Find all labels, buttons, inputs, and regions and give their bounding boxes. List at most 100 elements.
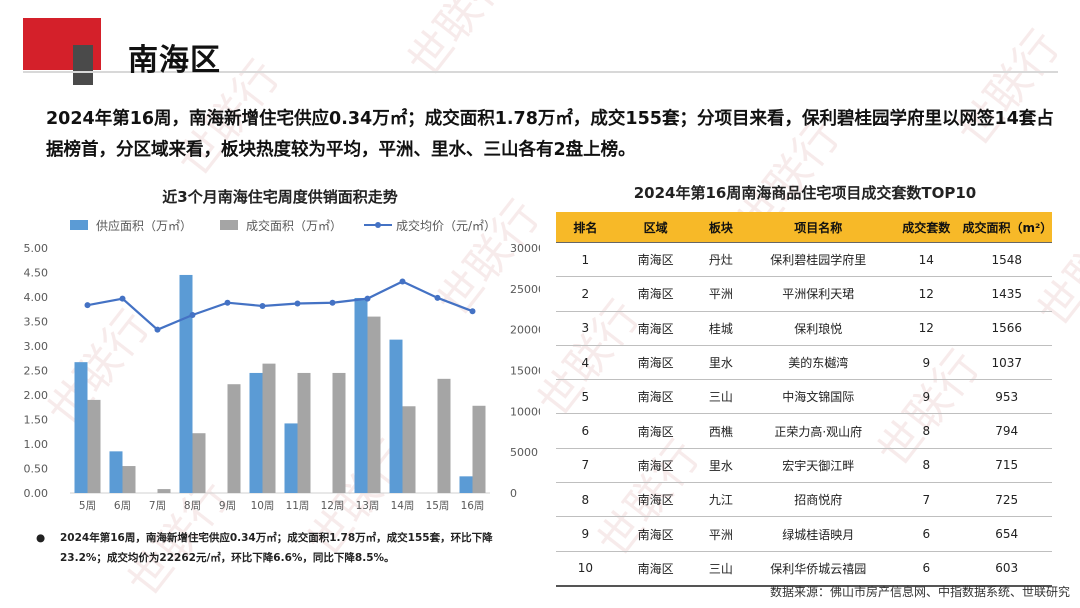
area-cell: 603: [961, 551, 1052, 587]
x-tick-label: 15周: [426, 500, 450, 512]
th-district: 区域: [614, 212, 697, 243]
y2-tick-label: 10000: [510, 405, 540, 418]
x-tick-label: 8周: [184, 500, 201, 512]
price-point: [224, 299, 231, 306]
project-cell: 保利华侨城云禧园: [745, 551, 892, 587]
area-cell: 1566: [961, 311, 1052, 346]
price-point: [364, 295, 371, 302]
area-cell: 654: [961, 516, 1052, 552]
sector-cell: 里水: [696, 448, 746, 484]
sales-bar: [297, 372, 311, 493]
price-point: [329, 299, 336, 306]
sales-bar: [262, 363, 276, 493]
table-row: 4 南海区 里水 美的东樾湾 9 1037: [556, 345, 1052, 381]
price-point: [259, 302, 266, 309]
th-rank: 排名: [556, 212, 615, 243]
header-rule: [23, 71, 1058, 73]
supply-bar: [109, 451, 123, 493]
table-row: 7 南海区 里水 宏宇天御江畔 8 715: [556, 448, 1052, 484]
area-cell: 1435: [961, 276, 1052, 312]
x-tick-label: 11周: [286, 500, 310, 512]
sector-cell: 里水: [696, 345, 746, 381]
district-cell: 南海区: [614, 413, 697, 449]
table-row: 2 南海区 平洲 平洲保利天珺 12 1435: [556, 276, 1052, 312]
sales-bar: [367, 316, 381, 493]
units-cell: 12: [891, 311, 962, 346]
units-cell: 7: [891, 482, 962, 518]
rank-cell: 8: [556, 482, 615, 518]
district-cell: 南海区: [614, 345, 697, 381]
district-cell: 南海区: [614, 276, 697, 312]
project-cell: 保利碧桂园学府里: [745, 242, 892, 278]
x-tick-label: 6周: [114, 500, 131, 512]
x-tick-label: 12周: [321, 500, 345, 512]
rank-cell: 10: [556, 551, 615, 587]
district-cell: 南海区: [614, 482, 697, 518]
units-cell: 9: [891, 379, 962, 415]
price-point: [294, 300, 301, 307]
units-cell: 8: [891, 448, 962, 484]
x-tick-label: 14周: [391, 500, 415, 512]
th-project: 项目名称: [745, 212, 892, 243]
y-tick-label: 3.00: [24, 340, 49, 353]
area-cell: 715: [961, 448, 1052, 484]
chart-note-text: 2024年第16周，南海新增住宅供应0.34万㎡；成交面积1.78万㎡，成交15…: [60, 532, 493, 564]
sector-cell: 桂城: [696, 311, 746, 346]
rank-cell: 3: [556, 311, 615, 346]
table-row: 3 南海区 桂城 保利琅悦 12 1566: [556, 311, 1052, 346]
sector-cell: 九江: [696, 482, 746, 518]
supply-bar: [354, 297, 368, 493]
units-cell: 14: [891, 242, 962, 278]
district-cell: 南海区: [614, 448, 697, 484]
x-tick-label: 5周: [79, 500, 96, 512]
project-cell: 正荣力高·观山府: [745, 413, 892, 449]
top10-table: 排名 区域 板块 项目名称 成交套数 成交面积（m²） 1 南海区 丹灶 保利碧桂园学…: [556, 212, 1052, 587]
y2-tick-label: 5000: [510, 446, 538, 459]
sales-bar: [122, 466, 136, 493]
y-tick-label: 2.50: [24, 365, 49, 378]
legend-price-marker: [375, 222, 381, 228]
units-cell: 9: [891, 345, 962, 381]
header-decoration-gray: [73, 45, 93, 85]
district-cell: 南海区: [614, 516, 697, 552]
price-point: [399, 278, 406, 285]
x-tick-label: 9周: [219, 500, 236, 512]
y-tick-label: 4.50: [24, 267, 49, 280]
price-point: [434, 294, 441, 301]
district-cell: 南海区: [614, 551, 697, 587]
y-tick-label: 2.00: [24, 389, 49, 402]
project-cell: 平洲保利天珺: [745, 276, 892, 312]
project-cell: 招商悦府: [745, 482, 892, 518]
units-cell: 12: [891, 276, 962, 312]
table-title: 2024年第16周南海商品住宅项目成交套数TOP10: [633, 184, 977, 202]
sales-bar: [192, 433, 206, 493]
table-row: 10 南海区 三山 保利华侨城云禧园 6 603: [556, 551, 1052, 587]
price-point: [189, 311, 196, 318]
chart-title: 近3个月南海住宅周度供销面积走势: [162, 188, 398, 206]
district-cell: 南海区: [614, 242, 697, 278]
rank-cell: 7: [556, 448, 615, 484]
table-row: 9 南海区 平洲 绿城桂语映月 6 654: [556, 516, 1052, 552]
price-point: [469, 308, 476, 315]
th-area: 成交面积（m²）: [961, 212, 1052, 243]
bullet-icon: ●: [36, 532, 46, 544]
sector-cell: 三山: [696, 379, 746, 415]
price-point: [84, 302, 91, 309]
y2-tick-label: 0: [510, 487, 517, 500]
legend-supply-label: 供应面积（万㎡）: [96, 218, 192, 233]
page-title: 南海区: [128, 43, 221, 78]
sector-cell: 三山: [696, 551, 746, 587]
supply-bar: [179, 274, 193, 493]
table-row: 5 南海区 三山 中海文锦国际 9 953: [556, 379, 1052, 415]
units-cell: 6: [891, 551, 962, 587]
price-point: [154, 326, 161, 333]
sales-bar: [402, 406, 416, 493]
table-row: 8 南海区 九江 招商悦府 7 725: [556, 482, 1052, 518]
y-tick-label: 4.00: [24, 291, 49, 304]
y2-tick-label: 20000: [510, 324, 540, 337]
sector-cell: 西樵: [696, 413, 746, 449]
sales-bar: [472, 405, 486, 493]
data-source: 数据来源：佛山市房产信息网、中指数据系统、世联研究: [769, 585, 1070, 599]
th-units: 成交套数: [891, 212, 962, 243]
area-cell: 725: [961, 482, 1052, 518]
